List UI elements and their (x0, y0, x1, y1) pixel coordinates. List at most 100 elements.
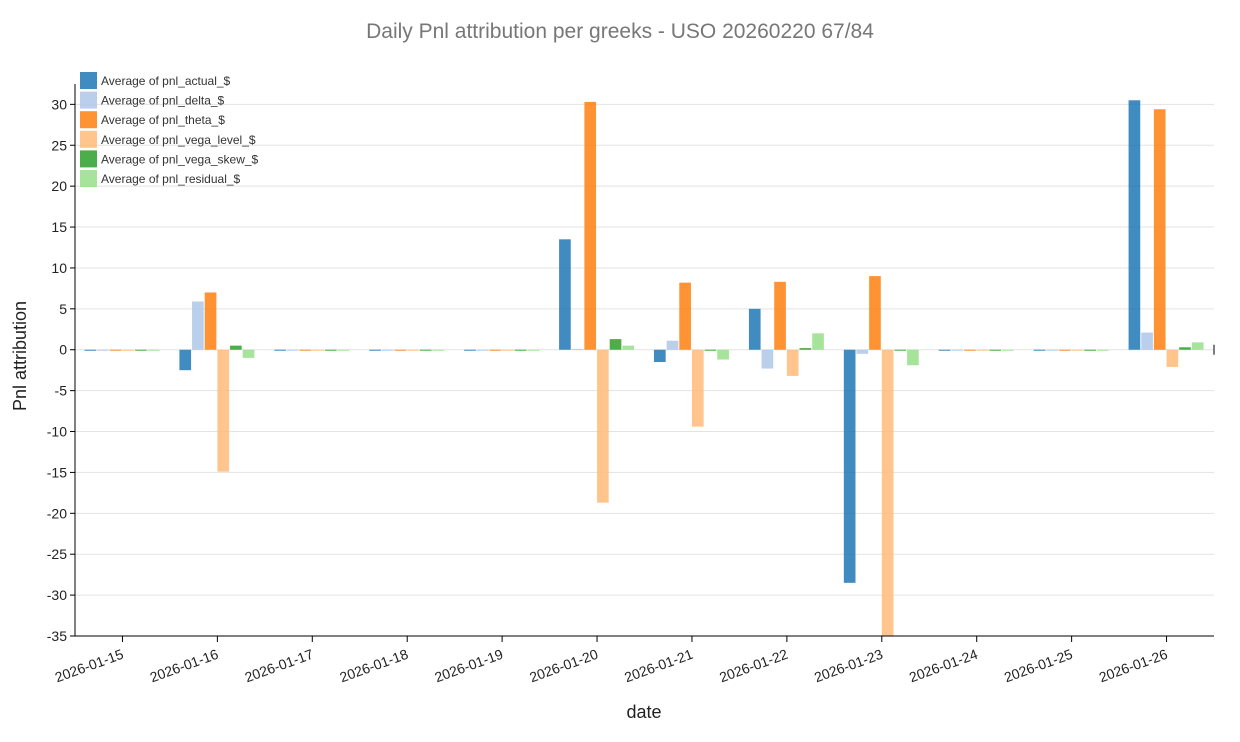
bar[interactable] (666, 340, 679, 350)
legend-label: Average of pnl_vega_skew_$ (101, 152, 259, 166)
x-tick-label: 2026-01-25 (1002, 646, 1075, 686)
y-tick-label: -35 (47, 628, 67, 644)
x-axis-label: date (626, 702, 661, 722)
bar[interactable] (622, 345, 635, 350)
x-tick-label: 2026-01-15 (53, 646, 126, 686)
bar[interactable] (432, 349, 445, 351)
bar[interactable] (1096, 349, 1109, 351)
bar[interactable] (230, 345, 242, 350)
legend-label: Average of pnl_actual_$ (101, 74, 231, 88)
bar[interactable] (717, 349, 729, 360)
bar[interactable] (976, 349, 989, 351)
y-tick-label: 10 (51, 260, 67, 276)
bar[interactable] (856, 349, 869, 354)
bar[interactable] (324, 349, 337, 351)
bar[interactable] (1071, 349, 1084, 351)
bar[interactable] (299, 349, 312, 351)
bar[interactable] (843, 349, 856, 583)
bar[interactable] (109, 349, 122, 351)
x-tick-label: 2026-01-21 (622, 646, 695, 686)
y-tick-label: 15 (51, 219, 67, 235)
bar[interactable] (1033, 349, 1046, 351)
legend-swatch (80, 111, 97, 129)
bar[interactable] (274, 349, 286, 351)
bar[interactable] (135, 349, 147, 351)
bar[interactable] (464, 349, 476, 351)
bar[interactable] (799, 348, 812, 350)
bar[interactable] (489, 349, 502, 351)
bar[interactable] (1084, 349, 1096, 351)
legend-swatch (80, 91, 97, 109)
y-axis-label: Pnl attribution (10, 301, 30, 411)
bar[interactable] (84, 349, 97, 351)
bar[interactable] (938, 349, 951, 351)
bars (84, 100, 1204, 636)
bar[interactable] (584, 101, 597, 350)
bar[interactable] (286, 349, 299, 351)
bar[interactable] (571, 348, 584, 350)
bar[interactable] (502, 349, 514, 351)
bar[interactable] (704, 349, 717, 351)
y-tick-label: -10 (47, 424, 67, 440)
bar[interactable] (407, 349, 419, 351)
bar[interactable] (1191, 342, 1204, 350)
bar[interactable] (881, 349, 894, 636)
bar[interactable] (217, 349, 230, 472)
x-tick-label: 2026-01-26 (1097, 646, 1170, 686)
bar[interactable] (337, 349, 350, 351)
bar[interactable] (609, 339, 622, 350)
y-tick-label: 0 (59, 342, 67, 358)
bar[interactable] (192, 301, 204, 350)
bar[interactable] (381, 349, 394, 351)
bar[interactable] (1153, 109, 1166, 350)
bar[interactable] (147, 349, 160, 351)
legend-swatch (80, 170, 97, 187)
bar[interactable] (122, 349, 135, 351)
bar[interactable] (786, 349, 799, 376)
bar[interactable] (1002, 349, 1014, 351)
bar[interactable] (691, 349, 704, 427)
bar[interactable] (312, 349, 324, 351)
bar[interactable] (679, 282, 691, 350)
legend-label: Average of pnl_theta_$ (101, 113, 225, 127)
bar[interactable] (1128, 100, 1141, 350)
legend-swatch (80, 72, 97, 89)
bar[interactable] (419, 349, 432, 351)
x-tick-label: 2026-01-24 (907, 646, 980, 686)
bar[interactable] (242, 349, 255, 358)
bar[interactable] (394, 349, 407, 351)
y-tick-label: 5 (59, 301, 67, 317)
bar[interactable] (774, 281, 786, 350)
bar[interactable] (1058, 349, 1071, 351)
x-tick-label: 2026-01-17 (243, 646, 316, 686)
bar[interactable] (964, 349, 976, 351)
bar[interactable] (812, 333, 824, 350)
bar[interactable] (1166, 349, 1179, 367)
bar[interactable] (1179, 347, 1191, 350)
bar[interactable] (97, 349, 109, 351)
bar[interactable] (989, 349, 1002, 351)
bar[interactable] (894, 349, 907, 351)
bar[interactable] (527, 349, 540, 351)
bar[interactable] (597, 349, 609, 503)
bar[interactable] (1046, 349, 1058, 351)
legend-label: Average of pnl_residual_$ (101, 172, 241, 186)
bar[interactable] (559, 239, 571, 350)
bar[interactable] (869, 276, 881, 350)
bar[interactable] (514, 349, 527, 351)
bar[interactable] (748, 308, 761, 350)
bar[interactable] (476, 349, 489, 351)
chart-title: Daily Pnl attribution per greeks - USO 2… (366, 20, 874, 43)
bar[interactable] (761, 349, 774, 369)
y-tick-label: 25 (51, 137, 67, 153)
bar[interactable] (907, 349, 919, 366)
bar[interactable] (204, 292, 217, 350)
bar[interactable] (369, 349, 381, 351)
bar[interactable] (951, 349, 964, 351)
bar[interactable] (653, 349, 666, 362)
bar[interactable] (179, 349, 192, 371)
bar[interactable] (1141, 332, 1153, 350)
legend-label: Average of pnl_vega_level_$ (101, 133, 256, 147)
legend-swatch (80, 150, 97, 168)
